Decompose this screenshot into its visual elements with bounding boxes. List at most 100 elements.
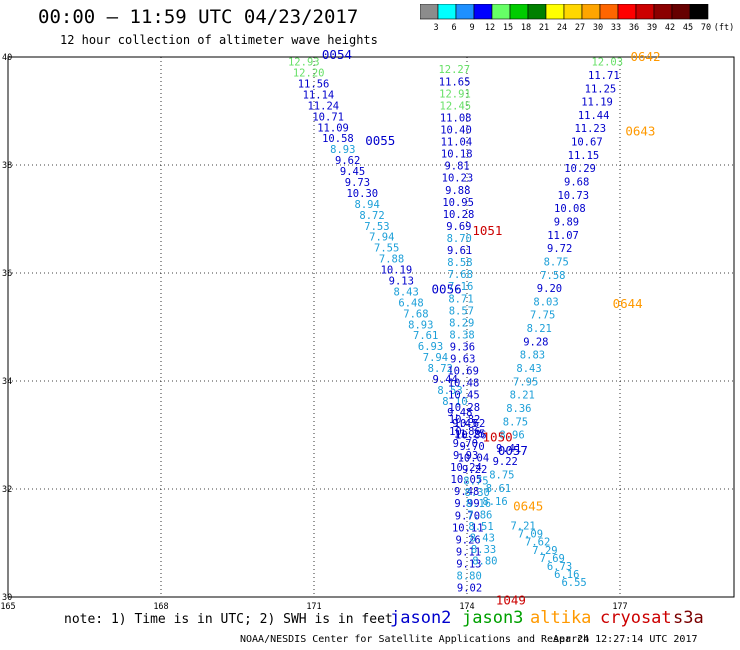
lat-lon-grid — [7, 56, 734, 598]
swh-value: 8.75 — [503, 416, 528, 428]
colorbar-label: 6 — [451, 23, 456, 33]
colorbar-label: 24 — [557, 23, 567, 33]
swh-value: 9.81 — [444, 161, 469, 173]
swh-value: 8.72 — [428, 363, 453, 375]
swh-value: 8.30 — [465, 487, 490, 499]
swh-value: 9.45 — [340, 166, 365, 178]
swh-value: 9.68 — [564, 177, 589, 189]
swh-value: 8.36 — [506, 403, 531, 415]
swh-value: 8.80 — [457, 571, 482, 583]
swh-value: 9.93 — [453, 450, 478, 462]
swh-value: 10.08 — [554, 203, 586, 215]
swh-value: 7.55 — [374, 243, 399, 255]
swh-value: 10.48 — [448, 378, 480, 390]
swh-value: 9.26 — [455, 534, 480, 546]
swh-value: 8.93 — [408, 319, 433, 331]
colorbar-label: 27 — [575, 23, 585, 33]
legend-altika: altika — [530, 608, 592, 628]
swh-value: 8.33 — [471, 544, 496, 556]
swh-value: 11.15 — [568, 150, 600, 162]
swh-value: 8.93 — [330, 144, 355, 156]
swh-value: 9.62 — [335, 155, 360, 167]
swh-value: 9.13 — [389, 275, 414, 287]
pass-time-labels: 0054 0055 0056 0057 1051 1050 1049 0642 0643 0644… — [322, 47, 661, 607]
pass-time-label: 0643 — [625, 123, 655, 138]
swh-value: 10.05 — [451, 474, 483, 486]
pass-time-label: 1051 — [472, 223, 502, 238]
swh-value: 7.88 — [379, 254, 404, 266]
swh-value: 9.45 — [452, 418, 477, 430]
swh-value: 10.95 — [442, 197, 474, 209]
swh-value: 11.14 — [303, 89, 335, 101]
colorbar-label: 15 — [503, 23, 513, 33]
lat-tick-label: 32 — [2, 485, 12, 495]
swh-value: 8.75 — [489, 470, 514, 482]
swh-value: 10.18 — [441, 149, 473, 161]
swh-value: 9.69 — [446, 221, 471, 233]
lat-tick-label: 40 — [2, 53, 12, 63]
swh-value: 10.62 — [454, 418, 486, 430]
lat-tick-label: 30 — [2, 593, 12, 603]
swh-value: 9.73 — [345, 177, 370, 189]
swh-value: 8.75 — [544, 256, 569, 268]
swh-value: 11.65 — [439, 76, 471, 88]
lon-tick-label: 168 — [153, 602, 168, 610]
legend-cryosat: cryosat — [600, 608, 672, 628]
legend-jason3: jason3 — [462, 608, 524, 628]
swh-value: 11.07 — [547, 230, 579, 242]
swh-value: 8.43 — [470, 533, 495, 545]
pass-time-label: 1050 — [483, 429, 513, 444]
swh-value: 12.91 — [439, 88, 471, 100]
swh-value: 7.68 — [448, 269, 473, 281]
swh-value: 7.16 — [448, 281, 473, 293]
swh-value: 8.38 — [449, 329, 474, 341]
swh-value: 9.48 — [447, 407, 472, 419]
swh-value: 9.36 — [450, 341, 475, 353]
swh-value: 8.58 — [447, 257, 472, 269]
swh-value: 11.23 — [574, 123, 606, 135]
swh-value: 7.69 — [540, 553, 565, 565]
swh-value: 8.10 — [442, 396, 467, 408]
swh-value: 7.09 — [518, 529, 543, 541]
pass-time-label: 0054 — [322, 47, 352, 62]
swh-value: 11.71 — [588, 70, 620, 82]
swh-value: 7.53 — [364, 221, 389, 233]
lat-tick-label: 34 — [2, 377, 12, 387]
swh-value: 7.95 — [513, 376, 538, 388]
swh-value: 8.53 — [437, 385, 462, 397]
swh-value: 6.16 — [554, 569, 579, 581]
swh-value: 10.86 — [449, 426, 481, 438]
swh-value: 11.09 — [317, 122, 349, 134]
swh-value: 9.11 — [456, 546, 481, 558]
credit-line: NOAA/NESDIS Center for Satellite Applica… — [240, 634, 590, 645]
swh-value: 7.94 — [423, 352, 448, 364]
swh-value: 11.08 — [440, 112, 472, 124]
swh-value: 10.11 — [452, 522, 484, 534]
swh-value: 8.61 — [486, 483, 511, 495]
colorbar-label: (ft) — [714, 23, 734, 33]
pass-time-label: 0055 — [365, 133, 395, 148]
colorbar-label: 12 — [485, 23, 495, 33]
lon-tick-label: 165 — [0, 602, 15, 610]
swh-value: 8.43 — [394, 286, 419, 298]
swh-value: 10.19 — [381, 265, 413, 277]
swh-value: 12.93 — [288, 57, 320, 69]
swh-value: 10.82 — [449, 414, 481, 426]
colorbar-swatch — [689, 4, 709, 20]
swh-value: 10.86 — [455, 429, 487, 441]
swh-value: 6.73 — [547, 561, 572, 573]
swh-value: 9.70 — [453, 438, 478, 450]
colorbar-label: 36 — [629, 23, 639, 33]
swh-value: 9.70 — [459, 441, 484, 453]
swh-value: 8.51 — [468, 521, 493, 533]
swh-value: 10.69 — [447, 366, 479, 378]
swh-value: 9.88 — [445, 185, 470, 197]
swh-value: 7.86 — [467, 510, 492, 522]
swh-value: 8.83 — [520, 350, 545, 362]
swh-value: 9.99 — [454, 498, 479, 510]
swh-value: 10.58 — [322, 133, 354, 145]
swh-value: 7.21 — [510, 521, 535, 533]
swh-value: 8.94 — [355, 199, 380, 211]
swh-value: 8.72 — [359, 210, 384, 222]
